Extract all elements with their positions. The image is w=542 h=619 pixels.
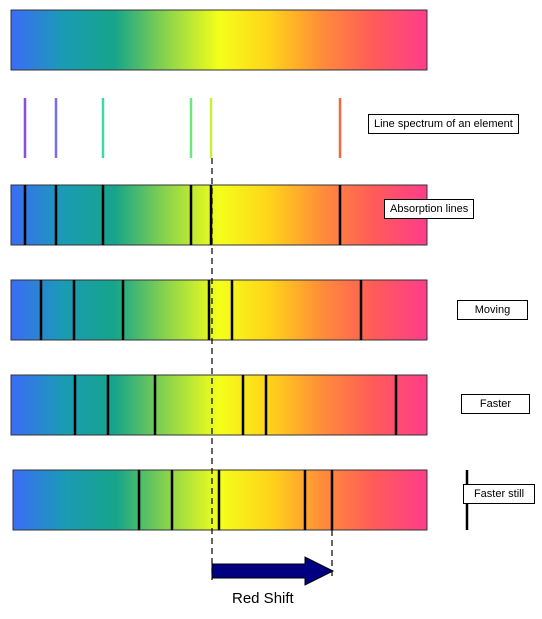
faster-still-spectrum [12,469,469,531]
red-shift-caption: Red Shift [232,590,294,607]
absorption-lines-label: Absorption lines [384,199,475,219]
emission-line-spectrum [23,98,342,158]
moving-label: Moving [457,300,528,320]
absorption-spectrum [10,184,428,246]
spectrum-band [10,374,428,436]
faster-still-label: Faster still [463,484,535,504]
line-spectrum-label: Line spectrum of an element [368,114,519,134]
moving-spectrum [10,279,428,341]
faster-spectrum [10,374,428,436]
spectrum-band [10,279,428,341]
faster-label: Faster [461,394,530,414]
continuous-spectrum [10,9,428,71]
redshift-arrow [211,556,335,586]
spectrum-band [10,184,428,246]
